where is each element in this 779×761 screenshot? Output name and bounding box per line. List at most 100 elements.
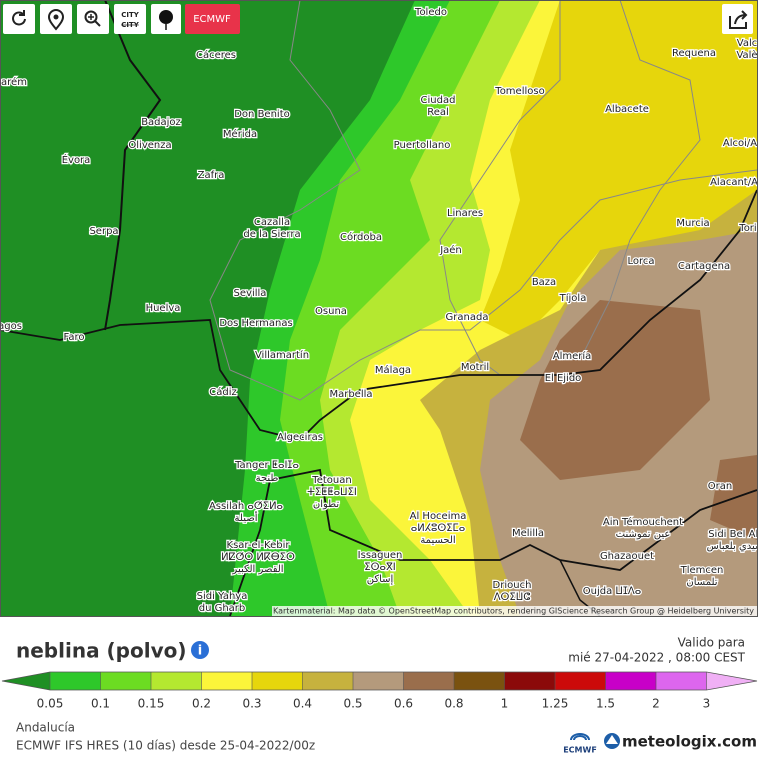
attribution: Kartenmaterial: Map data © OpenStreetMap… <box>273 607 754 616</box>
scale-label: 0.1 <box>91 697 110 711</box>
region: Andalucía <box>16 721 75 735</box>
zone-gold <box>480 0 757 340</box>
city-label: Al Hoceima <box>410 511 467 522</box>
model-button[interactable]: ECMWF <box>185 4 240 34</box>
scale-swatch <box>454 672 505 690</box>
zoom-button[interactable] <box>77 4 109 34</box>
city-label: Driouch <box>493 580 532 591</box>
zone-dark-green <box>0 0 415 616</box>
scale-swatch <box>403 672 454 690</box>
city-label: Baza <box>532 277 556 288</box>
color-scale: 0.05 0.1 0.15 0.2 0.3 0.4 0.5 0.6 0.8 1 1.25 1.5 2 3 <box>1 671 758 711</box>
brand: meteologix.com <box>622 733 757 751</box>
scale-arrow-left <box>2 672 50 690</box>
city-label: agos <box>0 321 22 332</box>
city-label: Issaguen <box>358 550 403 561</box>
share-button[interactable] <box>722 4 753 34</box>
scale-swatch <box>656 672 707 690</box>
city-label: Valè <box>736 49 757 61</box>
scale-arrow-right <box>706 672 757 690</box>
city-label: Cádiz <box>209 386 237 398</box>
location-button[interactable] <box>40 4 72 34</box>
city-button-label: CITY <box>121 11 140 19</box>
city-label: Serpa <box>89 226 118 237</box>
city-label: ⴷⵔⵉⵡⵛ <box>494 592 531 603</box>
attribution-bg <box>272 606 757 616</box>
city-label: Marbella <box>329 389 372 400</box>
zone-brown <box>520 300 710 480</box>
info-icon[interactable]: i <box>191 641 209 659</box>
svg-text:i: i <box>198 644 202 659</box>
city-label: Jaén <box>439 244 462 256</box>
scale-label: 0.5 <box>343 697 362 711</box>
city-label: Requena <box>672 48 716 59</box>
city-label: Sevilla <box>234 288 267 299</box>
city-label: القصر الكبير <box>231 564 283 575</box>
city-label: Sidi Bel Ab <box>708 529 762 540</box>
city-label: Toledo <box>414 7 447 18</box>
city-label: Cartagena <box>678 261 730 272</box>
city-label: Valc <box>737 38 757 49</box>
city-label: Murcia <box>676 218 709 229</box>
city-label: Ain Témouchent <box>603 516 683 528</box>
coastline <box>0 189 757 441</box>
coastline <box>229 468 757 616</box>
city-label: Tíjola <box>559 292 587 304</box>
valid-label: Valido para <box>678 636 745 650</box>
city-label: du Gharb <box>199 603 246 614</box>
city-label: Villamartín <box>255 349 309 361</box>
scale-label: 0.3 <box>242 697 261 711</box>
map-frame <box>0 0 758 617</box>
city-label: Tanger ⵟⴰⵏⵊⴰ <box>234 460 299 471</box>
province-border <box>439 0 561 376</box>
city-label: Almería <box>553 350 592 362</box>
city-label: Oran <box>708 481 732 492</box>
marker-button[interactable] <box>151 4 181 34</box>
scale-label: 1 <box>501 697 509 711</box>
city-label: de la Sierra <box>243 229 300 240</box>
scale-label: 2 <box>652 697 660 711</box>
city-label: Sidi Yahya <box>197 591 248 602</box>
city-label: الحسيمة <box>420 535 455 546</box>
scale-swatch <box>50 672 101 690</box>
ecmwf-logo-text: ECMWF <box>563 746 597 755</box>
city-label: Linares <box>447 208 483 219</box>
province-border <box>209 0 757 401</box>
city-label: El Ejido <box>545 373 582 384</box>
city-button[interactable]: CITY CITY <box>114 4 146 34</box>
city-label: Tori <box>738 223 756 234</box>
city-label: أصيلة <box>235 511 258 524</box>
scale-label: 0.8 <box>444 697 463 711</box>
city-label: Lorca <box>627 256 654 267</box>
city-label: Tlemcen <box>680 565 724 576</box>
city-label: Melilla <box>512 528 544 539</box>
meteologix-logo[interactable]: meteologix.com <box>604 733 757 751</box>
city-label: Córdoba <box>340 231 382 243</box>
scale-swatch <box>504 672 555 690</box>
city-label: تلمسان <box>686 577 717 588</box>
legend-title: neblina (polvo) <box>16 639 187 663</box>
city-label: Ghazaouet <box>600 551 654 562</box>
city-label: Alacant/A <box>710 177 758 188</box>
city-label: Málaga <box>375 364 411 376</box>
model-run: ECMWF IFS HRES (10 días) desde 25-04-202… <box>16 739 315 753</box>
scale-label: 0.4 <box>293 697 312 711</box>
scale-swatch <box>252 672 303 690</box>
city-label: Alcoi/A <box>723 138 757 149</box>
scale-swatch <box>302 672 353 690</box>
city-label: Don Benito <box>234 109 290 120</box>
scale-swatch <box>201 672 252 690</box>
city-label: Puertollano <box>394 140 451 151</box>
valid-time: mié 27-04-2022 , 08:00 CEST <box>568 651 745 665</box>
city-label: Cáceres <box>196 49 236 61</box>
toolbar: CITY CITY ECMWF <box>3 4 753 34</box>
reload-button[interactable] <box>3 4 35 34</box>
city-label: Olivenza <box>128 140 171 151</box>
city-label: Oujda ⵡⵊⴷⴰ <box>583 586 642 597</box>
city-label: إساكن <box>367 574 394 585</box>
city-label: طنجة <box>256 473 279 484</box>
city-label: Osuna <box>315 306 347 317</box>
city-label: arém <box>1 76 27 88</box>
